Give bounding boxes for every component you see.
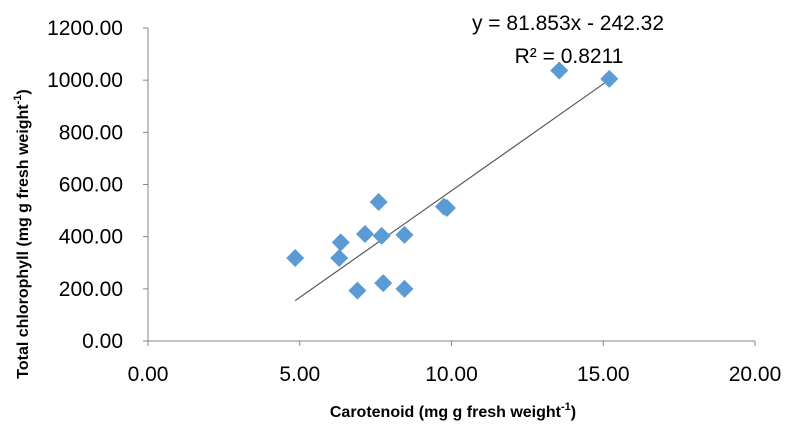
data-point <box>395 225 414 244</box>
x-tick-label: 5.00 <box>279 363 320 386</box>
axes: 0.00 200.00 400.00 600.00 800.00 1000.00 1200.… <box>47 17 781 386</box>
r-squared-label: R² = 0.8211 <box>515 45 624 68</box>
trendline <box>294 79 610 302</box>
trendline-layer <box>294 79 610 302</box>
y-tick-label: 200.00 <box>59 278 123 301</box>
data-point <box>330 249 349 268</box>
x-axis-title: Carotenoid (mg g fresh weight-1) <box>330 401 576 421</box>
data-point <box>550 61 569 80</box>
x-tick-label: 20.00 <box>729 363 782 386</box>
data-point <box>348 281 367 300</box>
y-axis-title: Total chlorophyll (mg g fresh weight-1) <box>12 89 32 378</box>
data-point <box>331 233 350 252</box>
trendline-equation: y = 81.853x - 242.32 <box>472 12 664 35</box>
data-point <box>369 192 388 211</box>
y-tick-label: 0.00 <box>82 330 123 353</box>
y-tick-label: 400.00 <box>59 226 123 249</box>
data-point <box>286 249 305 268</box>
y-tick-label: 1000.00 <box>47 69 123 92</box>
data-point <box>437 198 456 217</box>
data-point <box>395 279 414 298</box>
x-tick-label: 0.00 <box>128 363 169 386</box>
x-tick-label: 10.00 <box>425 363 478 386</box>
data-point <box>374 274 393 293</box>
x-tick-label: 15.00 <box>577 363 630 386</box>
data-point <box>356 225 375 244</box>
y-tick-label: 1200.00 <box>47 17 123 40</box>
data-point <box>372 226 391 245</box>
data-points <box>286 61 619 300</box>
y-tick-label: 800.00 <box>59 121 123 144</box>
y-tick-label: 600.00 <box>59 174 123 197</box>
labels: y = 81.853x - 242.32 R² = 0.8211 Caroten… <box>12 12 664 421</box>
data-point <box>600 69 619 88</box>
